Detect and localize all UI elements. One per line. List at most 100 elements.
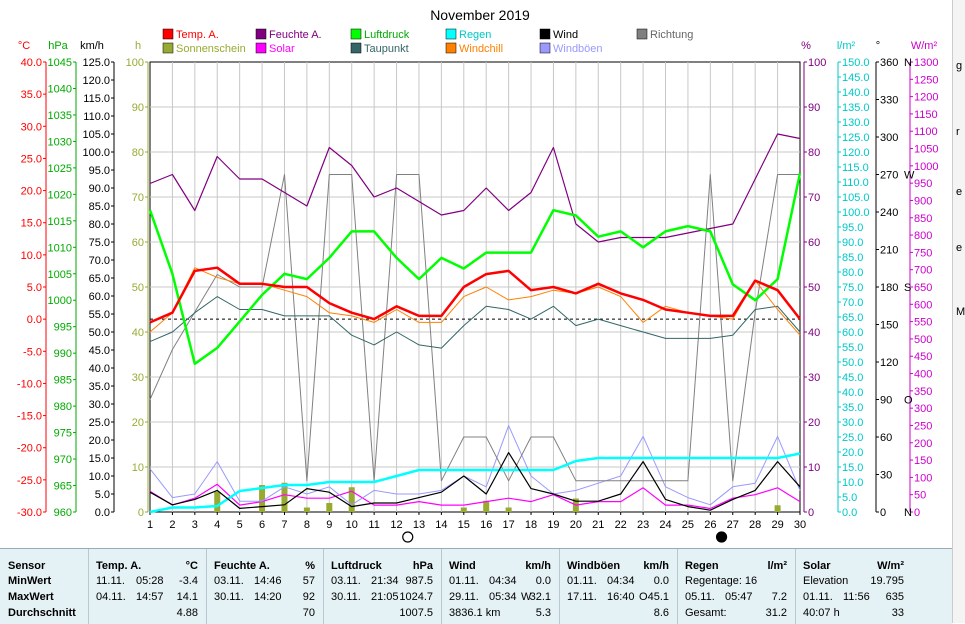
sunshine-bar	[326, 503, 333, 512]
edge-letter: g	[956, 60, 963, 72]
tick-label: 0	[880, 507, 886, 519]
sunshine-bar	[483, 500, 490, 512]
feuchte-min-value: 57	[302, 575, 315, 587]
tick-label: 120	[880, 357, 898, 369]
tick-label: 45.0	[89, 345, 110, 357]
temp-min-time: 05:28	[136, 575, 164, 587]
tick-label: 15.0	[89, 453, 110, 465]
windboeen-min-date: 01.11.	[567, 575, 597, 587]
legend-label: Windböen	[553, 43, 603, 55]
tick-label: 300	[914, 403, 932, 415]
x-tick-label: 29	[771, 519, 783, 531]
legend-label: Richtung	[650, 29, 693, 41]
x-tick-label: 9	[326, 519, 332, 531]
tick-label: 950	[914, 178, 932, 190]
tick-label: 850	[914, 213, 932, 225]
series-line-solar	[149, 483, 801, 510]
solar-max-time: 11:56	[843, 591, 870, 603]
tick-label: 10.0	[21, 250, 42, 262]
tick-label: 1300	[914, 57, 938, 69]
luftdruck-max-date: 30.11.	[331, 591, 361, 603]
sunshine-bar	[303, 507, 310, 512]
tick-label: 40.0	[842, 387, 863, 399]
tick-label: 330	[880, 95, 898, 107]
wind-max-value: 32.1	[529, 591, 551, 603]
row-label-min: MinWert	[8, 575, 52, 587]
legend-label: Temp. A.	[176, 29, 219, 41]
tick-label: 450	[914, 351, 932, 363]
tick-label: 1045	[48, 57, 72, 69]
tick-label: 120.0	[82, 75, 110, 87]
solar-elevation-value: 19.795	[870, 575, 904, 587]
tick-label: 125.0	[82, 57, 110, 69]
tick-label: 25.0	[842, 432, 863, 444]
luftdruck-max-value: 1024.7	[399, 591, 433, 603]
tick-label: 0	[138, 507, 144, 519]
tick-label: 25.0	[89, 417, 110, 429]
tick-label: 90.0	[842, 237, 863, 249]
solar-elevation-label: Elevation	[803, 575, 849, 587]
x-tick-label: 28	[749, 519, 761, 531]
tick-label: 95.0	[89, 165, 110, 177]
edge-letter: e	[956, 242, 963, 254]
tick-label: 15.0	[21, 218, 42, 230]
tick-label: 90	[808, 102, 820, 114]
tick-label: 0.0	[842, 507, 857, 519]
tick-label: 85.0	[89, 201, 110, 213]
tick-label: 1025	[48, 163, 72, 175]
tick-label: 10.0	[842, 477, 863, 489]
luftdruck-min-value: 987.5	[405, 575, 433, 587]
tick-label: 145.0	[842, 72, 870, 84]
regen-max-value: 7.2	[771, 591, 787, 603]
summary-header-temp: Temp. A.	[96, 560, 142, 572]
tick-label: 80.0	[842, 267, 863, 279]
legend-label: Feuchte A.	[269, 29, 322, 41]
x-tick-label: 4	[214, 519, 220, 531]
solar-max-date: 01.11.	[803, 591, 833, 603]
tick-label: 0	[808, 507, 814, 519]
wind-max-time: 05:34	[489, 591, 517, 603]
tick-label: 70	[132, 192, 144, 204]
summary-header-regen: Regen	[685, 560, 719, 572]
tick-label: 990	[54, 348, 72, 360]
legend-label: Regen	[459, 29, 491, 41]
series-line-richtung	[149, 174, 800, 482]
tick-label: 30.0	[89, 399, 110, 411]
tick-label: 80	[132, 147, 144, 159]
tick-label: 20	[132, 417, 144, 429]
tick-label: 60	[880, 432, 892, 444]
tick-label: 500	[914, 334, 932, 346]
x-tick-label: 20	[570, 519, 582, 531]
tick-label: 85.0	[842, 252, 863, 264]
tick-label: 20.0	[89, 435, 110, 447]
tick-label: 30	[132, 372, 144, 384]
tick-label: 0	[914, 507, 920, 519]
summary-unit-windboeen: km/h	[643, 560, 669, 572]
tick-label: 360	[880, 57, 898, 69]
tick-label: 20	[808, 417, 820, 429]
tick-label: 1040	[48, 83, 72, 95]
series-line-luftdruck	[148, 172, 802, 366]
tick-label: 150.0	[842, 57, 870, 69]
solar-max-value: 635	[885, 591, 904, 603]
axis-unit-label: °	[876, 40, 880, 52]
summary-col-luftdruck: Luftdruck hPa 03.11. 21:34 987.5 30.11. 21:0…	[323, 549, 442, 624]
x-tick-label: 25	[682, 519, 694, 531]
summary-header-wind: Wind	[449, 560, 476, 572]
tick-label: 20.0	[842, 447, 863, 459]
direction-label: N	[904, 57, 912, 69]
chart-title: November 2019	[430, 7, 530, 23]
tick-label: 60.0	[89, 291, 110, 303]
x-tick-label: 22	[615, 519, 627, 531]
tick-label: 100	[914, 472, 932, 484]
tick-label: 200	[914, 438, 932, 450]
x-tick-label: 10	[346, 519, 358, 531]
weather-chart: -30.0-25.0-20.0-15.0-10.0-5.00.05.010.01…	[17, 7, 938, 543]
feuchte-min-time: 14:46	[254, 575, 282, 587]
direction-label: W	[904, 170, 915, 182]
temp-max-time: 14:57	[136, 591, 164, 603]
tick-label: 1005	[48, 269, 72, 281]
summary-col-solar: Solar W/m² Elevation 19.795 01.11. 11:56 635…	[795, 549, 912, 624]
tick-label: 975	[54, 428, 72, 440]
summary-header-luftdruck: Luftdruck	[331, 560, 382, 572]
